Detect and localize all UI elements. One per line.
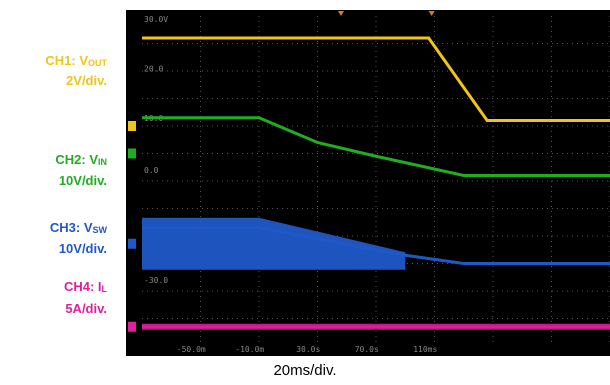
ch1-label: CH1: VOUT 2V/div. [0,53,107,94]
channel-3-marker [128,238,136,249]
trigger-position-marker [337,11,344,16]
x-tick-label: 70.0s [355,345,379,354]
ch3-scale: 10V/div. [58,241,107,256]
y-tick-label: 30.0V [144,15,168,24]
x-tick-labels: -50.0m -10.0m 30.0s 70.0s 110ms [177,345,438,354]
y-tick-label: -30.0 [144,276,168,285]
timebase-label: 20ms/div. [273,362,337,379]
channel-2-marker [128,148,136,159]
ch1-scale: 2V/div. [66,73,107,88]
trace-3 [142,226,610,265]
x-tick-label: 30.0s [296,345,320,354]
x-tick-label: -50.0m [177,345,206,354]
ch2-name: CH2: VIN [55,152,107,167]
ch4-name: CH4: IL [63,279,107,294]
channel-markers [128,11,435,332]
ch1-name: CH1: VOUT [45,53,107,68]
channel-4-marker [128,321,136,332]
ch3-name: CH3: VSW [49,220,107,235]
trace-1 [142,36,610,122]
channel-1-marker [128,121,136,131]
x-tick-label: 110ms [413,345,437,354]
x-tick-label: -10.0m [235,345,264,354]
vsw-switching-envelope [142,217,406,270]
ch2-scale: 10V/div. [58,173,107,188]
trace-2 [142,116,610,177]
ch4-scale: 5A/div. [65,301,107,316]
ch4-label: CH4: IL 5A/div. [0,279,107,324]
cursor-marker [428,11,435,16]
ch2-label: CH2: VIN 10V/div. [0,152,107,195]
y-tick-label: 0.0 [144,166,159,175]
y-tick-label: 20.0 [144,64,163,73]
screen-background [126,10,610,356]
ch3-label: CH3: VSW 10V/div. [0,220,107,263]
traces [142,36,610,330]
grid [142,16,610,346]
